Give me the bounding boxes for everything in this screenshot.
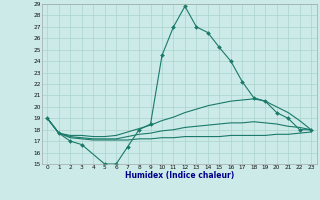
X-axis label: Humidex (Indice chaleur): Humidex (Indice chaleur) <box>124 171 234 180</box>
